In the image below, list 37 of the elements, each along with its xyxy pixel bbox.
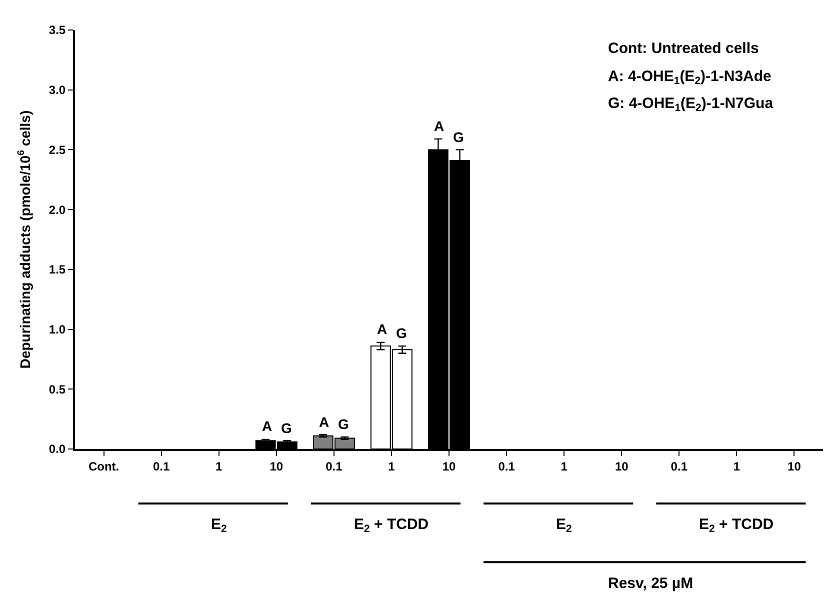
- x-tick-label: 10: [788, 459, 802, 474]
- annotation: G: 4-OHE$_{1}$(E$_{2}$)-1-N7Gua: [608, 95, 774, 114]
- y-tick-label: 2.5: [48, 142, 66, 157]
- y-tick-label: 1.0: [48, 322, 66, 336]
- data-label: A: [434, 118, 444, 134]
- data-label: A: [377, 321, 388, 337]
- text: E$_{2}$ + TCDD: [354, 516, 429, 536]
- text: E$_{2}$: [556, 516, 572, 536]
- x-tick-label: 1: [388, 459, 396, 474]
- y-tick-label: 0.0: [48, 442, 66, 456]
- data-label: A: [319, 414, 330, 430]
- data-label: A: [262, 418, 272, 434]
- x-tick-label: 10: [442, 459, 456, 474]
- annotation: Cont: Untreated cells: [608, 40, 759, 57]
- y-tick-label: 0.5: [48, 382, 66, 396]
- x-tick-label: 1: [216, 459, 223, 474]
- data-label: G: [338, 416, 349, 432]
- x-tick-label: 0.1: [498, 459, 516, 474]
- y-tick-label: 1.5: [48, 262, 66, 277]
- x-tick-label: 10: [270, 459, 284, 474]
- y-tick-label: 3.5: [48, 23, 66, 38]
- x-tick-label: 1: [733, 459, 740, 474]
- data-label: G: [281, 420, 292, 436]
- x-tick-label: Cont.: [88, 459, 120, 474]
- y-tick-label: 2.0: [48, 202, 66, 217]
- data-label: G: [396, 325, 407, 341]
- text: Resv, 25 µM: [608, 575, 694, 592]
- y-tick-label: 3.0: [48, 83, 66, 98]
- x-tick-label: 0.1: [152, 459, 170, 474]
- x-tick-label: 1: [560, 459, 568, 474]
- x-tick-label: 10: [614, 459, 629, 474]
- x-tick-label: 0.1: [670, 459, 688, 474]
- text: E$_{2}$ + TCDD: [699, 516, 774, 536]
- text: E$_{2}$: [211, 516, 228, 536]
- data-label: G: [453, 129, 464, 145]
- x-tick-label: 0.1: [326, 459, 343, 474]
- annotation: A: 4-OHE$_{1}$(E$_{2}$)-1-N3Ade: [608, 68, 772, 88]
